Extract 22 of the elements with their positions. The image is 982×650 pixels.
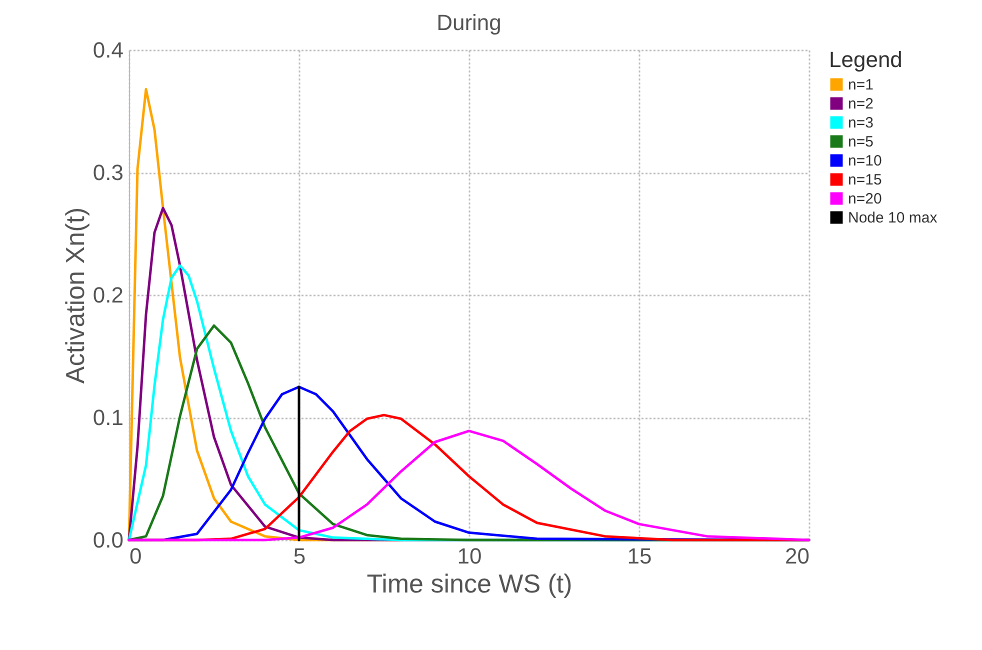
x-tick-label: 15 [627,544,652,568]
legend-label: n=5 [848,134,874,150]
legend-label: n=20 [848,190,882,208]
y-tick-label: 0.1 [92,405,124,430]
y-tick-label: 0.2 [92,282,124,308]
x-axis-title: Time since WS (t) [366,568,572,598]
legend-label: Node 10 max [848,210,938,226]
y-tick-label: 0.3 [92,160,124,185]
y-axis-title: Activation Xn(t) [60,207,90,384]
legend-label: n=2 [848,96,874,112]
legend-label: n=15 [848,172,882,188]
x-tick-label: 0 [130,544,142,568]
y-tick-label: 0.4 [92,38,124,62]
y-tick-label: 0.0 [92,528,124,552]
x-tick-label: 10 [457,544,482,568]
chart-title: During [436,10,502,35]
legend-title: Legend [829,47,902,72]
legend-label: n=3 [848,114,874,132]
x-tick-label: 5 [293,544,306,568]
x-tick-label: 20 [785,544,810,568]
legend-label: n=1 [848,76,874,94]
legend-label: n=10 [848,152,882,170]
